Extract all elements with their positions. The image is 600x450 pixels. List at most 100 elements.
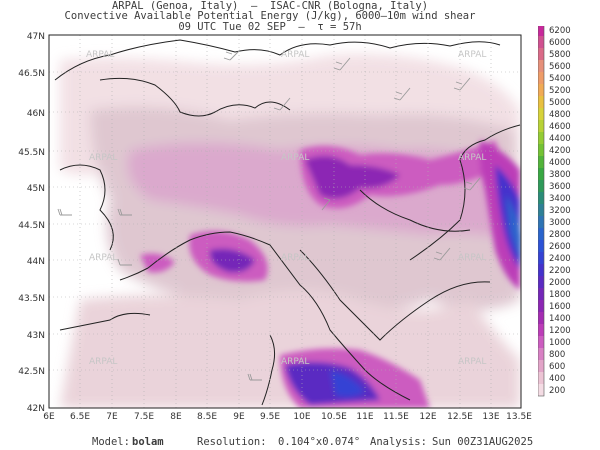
title-line-3: 09 UTC Tue 02 SEP — τ = 57h — [178, 21, 362, 33]
lat-tick-label: 42.5N — [18, 367, 45, 377]
legend-swatch — [538, 120, 544, 132]
lat-tick-label: 43N — [27, 331, 45, 341]
watermark-text: ARPAL — [458, 253, 486, 263]
lon-tick-label: 11.5E — [383, 412, 409, 422]
watermarks: ARPAL ARPAL ARPAL ARPAL ARPAL ARPAL ARPA… — [86, 50, 486, 367]
lon-tick-label: 12.5E — [447, 412, 473, 422]
graticule — [49, 35, 521, 408]
legend-swatch — [538, 132, 544, 144]
legend-level-label: 200 — [549, 386, 565, 396]
legend-swatch — [538, 324, 544, 336]
watermark-text: ARPAL — [281, 253, 309, 263]
lon-tick-label: 7E — [106, 412, 118, 422]
legend-swatch — [538, 108, 544, 120]
legend-swatch — [538, 228, 544, 240]
lon-tick-label: 13E — [482, 412, 499, 422]
legend-frame — [538, 26, 545, 397]
model-label: Model: — [92, 436, 130, 448]
legend-level-label: 3600 — [549, 182, 571, 192]
legend-swatch — [538, 336, 544, 348]
legend-swatch — [538, 72, 544, 84]
legend-level-label: 5800 — [549, 50, 571, 60]
watermark-text: ARPAL — [281, 357, 309, 367]
model-value: bolam — [132, 436, 164, 448]
lon-tick-label: 6E — [43, 412, 55, 422]
map-plot-area: ARPAL ARPAL ARPAL ARPAL ARPAL ARPAL ARPA… — [49, 35, 521, 408]
legend-level-label: 4600 — [549, 122, 571, 132]
lat-tick-label: 46.5N — [18, 69, 45, 79]
legend-swatch — [538, 240, 544, 252]
resolution-label: Resolution: — [197, 436, 267, 448]
legend-level-label: 6000 — [549, 38, 571, 48]
lat-tick-label: 46N — [27, 109, 45, 119]
lon-tick-label: 8.5E — [197, 412, 217, 422]
lat-tick-label: 43.5N — [18, 294, 45, 304]
legend-level-label: 5200 — [549, 86, 571, 96]
legend-level-label: 2000 — [549, 278, 571, 288]
lon-tick-label: 9E — [233, 412, 245, 422]
legend-level-label: 1000 — [549, 338, 571, 348]
coastlines-borders — [54, 39, 521, 406]
legend-swatch — [538, 180, 544, 192]
legend-swatch — [538, 264, 544, 276]
legend-level-label: 4800 — [549, 110, 571, 120]
legend-level-label: 4000 — [549, 158, 571, 168]
legend-swatch — [538, 216, 544, 228]
lon-tick-label: 13.5E — [506, 412, 532, 422]
legend-swatch — [538, 168, 544, 180]
lat-labels: 47N 46.5N 46N 45.5N 45N 44.5N 44N 43.5N … — [18, 32, 45, 414]
legend-swatch — [538, 192, 544, 204]
lat-tick-label: 45N — [27, 184, 45, 194]
title-line-2: Convective Available Potential Energy (J… — [64, 10, 476, 22]
watermark-text: ARPAL — [89, 357, 117, 367]
legend-level-label: 1200 — [549, 326, 571, 336]
legend-level-label: 400 — [549, 374, 565, 384]
watermark-text: ARPAL — [86, 50, 114, 60]
watermark-text: ARPAL — [458, 153, 486, 163]
legend-level-label: 600 — [549, 362, 565, 372]
legend-swatch — [538, 36, 544, 48]
legend-level-label: 3000 — [549, 218, 571, 228]
legend-swatch — [538, 312, 544, 324]
legend-swatch — [538, 204, 544, 216]
legend-level-label: 1400 — [549, 314, 571, 324]
legend-swatch — [538, 48, 544, 60]
legend-swatch — [538, 144, 544, 156]
lon-tick-label: 7.5E — [134, 412, 154, 422]
legend-swatch — [538, 60, 544, 72]
lon-tick-label: 12E — [419, 412, 436, 422]
legend-level-label: 2200 — [549, 266, 571, 276]
watermark-text: ARPAL — [458, 50, 486, 60]
legend-swatch — [538, 252, 544, 264]
legend-swatch — [538, 372, 544, 384]
legend-level-label: 5000 — [549, 98, 571, 108]
legend-level-label: 1600 — [549, 302, 571, 312]
legend-level-label: 4400 — [549, 134, 571, 144]
lon-tick-label: 11E — [356, 412, 373, 422]
legend-level-label: 2400 — [549, 254, 571, 264]
legend-level-label: 2600 — [549, 242, 571, 252]
legend-swatch — [538, 384, 544, 396]
lon-labels: 6E 6.5E 7E 7.5E 8E 8.5E 9E 9.5E 10E 10.5… — [43, 412, 532, 422]
resolution-value: 0.104°x0.074° — [278, 436, 361, 448]
map-frame — [48, 34, 522, 409]
analysis-value: Sun 00Z31AUG2025 — [432, 436, 534, 448]
legend-level-label: 4200 — [549, 146, 571, 156]
watermark-text: ARPAL — [89, 253, 117, 263]
legend-level-label: 6200 — [549, 26, 571, 36]
analysis-label: Analysis: — [370, 436, 427, 448]
legend-level-label: 5400 — [549, 74, 571, 84]
lat-tick-label: 42N — [27, 404, 45, 414]
legend-swatch — [538, 96, 544, 108]
lat-tick-label: 44.5N — [18, 221, 45, 231]
legend-level-label: 2800 — [549, 230, 571, 240]
legend-swatch — [538, 288, 544, 300]
lon-tick-label: 8E — [170, 412, 182, 422]
legend-level-label: 5600 — [549, 62, 571, 72]
color-legend: 6200 6000 5800 5600 5400 5200 5000 4800 4600 4400… — [538, 26, 571, 397]
legend-swatch — [538, 360, 544, 372]
legend-level-label: 3200 — [549, 206, 571, 216]
wind-shear-barbs — [57, 49, 481, 381]
legend-swatch — [538, 276, 544, 288]
